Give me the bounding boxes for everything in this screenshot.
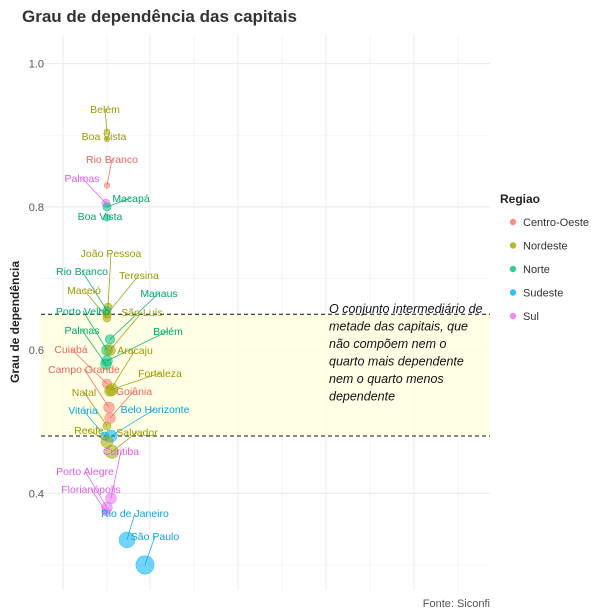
point-label: Boa Vista [82,131,127,143]
legend-label: Centro-Oeste [523,217,589,229]
legend-key [509,218,517,226]
label-connector [109,349,136,392]
point-label: Campo Grande [48,364,120,376]
point-label: Goiânia [116,386,152,398]
point-label: São Paulo [131,531,180,543]
label-connector [84,470,108,508]
annotation-line: quarto mais dependente [329,355,464,369]
label-connector [106,197,132,208]
point-label: Palmas [64,173,99,185]
point-label: Curitiba [103,446,139,458]
label-connector [82,310,108,351]
data-point [135,555,155,575]
label-connector [82,409,106,437]
point-label: Aracaju [117,345,153,357]
point-label: São Luís [121,307,162,319]
point-label: Salvador [116,427,158,439]
legend-title: Regiao [500,192,540,206]
y-tick-label: 0.6 [29,345,44,357]
label-connector [81,270,108,311]
label-connector [144,535,156,566]
label-connector [110,408,156,437]
point-label: Cuiabá [54,344,87,356]
legend-key [509,289,517,296]
band-fill [41,314,490,437]
point-label: João Pessoa [81,248,142,260]
point-label: Porto Alegre [56,466,114,478]
legend-key [509,312,517,320]
label-connector [104,108,108,132]
label-connector [83,391,108,427]
y-axis-title: Grau de dependência [8,261,22,383]
point-label: Belém [153,326,183,338]
point-label: Teresina [119,270,159,282]
label-connector [110,450,122,499]
legend-key [509,242,517,249]
point-label: Macapá [112,193,150,205]
point-label: Florianópolis [61,484,121,496]
label-connector [106,274,140,315]
point-label: Fortaleza [138,368,182,380]
point-label: Rio Branco [86,154,138,166]
chart-title: Grau de dependência das capitais [22,7,297,26]
point-label: Maceió [67,285,101,297]
point-label: Belo Horizonte [121,404,190,416]
data-point [103,135,111,142]
point-label: Natal [72,387,97,399]
point-label: Recife [74,425,104,437]
point-label: Vitória [68,405,98,417]
label-connector [109,390,135,419]
point-label: Manaus [140,288,177,300]
label-connector [109,311,143,351]
annotation-line: nem o quarto menos [329,372,444,386]
annotation-line: não compõem nem o [329,337,446,351]
legend-label: Nordeste [523,241,568,253]
label-connector [106,330,169,362]
point-label: Boa Vista [78,211,123,223]
point-label: Rio Branco [56,266,108,278]
data-point [103,213,111,222]
point-label: Rio de Janeiro [101,508,169,520]
label-connector [88,429,108,443]
label-connector [111,372,161,390]
label-connector [107,252,112,308]
annotation-line: O conjunto intermediário de [329,302,483,316]
y-axis-ticks: 0.4 0.6 0.8 1.0 [29,59,44,501]
caption: Fonte: Siconfi [423,598,490,610]
intermediate-band [41,313,490,437]
label-connector [106,158,113,186]
label-connector [81,329,107,365]
label-connector [83,368,110,408]
label-connector [83,289,108,319]
annotation-line: dependente [329,390,395,404]
legend-label: Norte [523,264,550,276]
y-tick-label: 0.4 [29,488,44,500]
point-label: Belém [90,104,120,116]
y-tick-label: 0.8 [29,202,44,214]
point-labels-layer: Belém Boa Vista Rio Branco Palmas Macapá Boa … [48,104,190,566]
point-label: Porto Velho [56,306,110,318]
label-connector [109,292,160,340]
legend-label: Sudeste [523,288,563,300]
annotation-text: O conjunto intermediário de metade das ca… [329,302,483,404]
y-tick-label: 1.0 [29,59,44,71]
label-connector [70,348,108,385]
legend: Regiao Centro-Oeste Nordeste Norte Sudeste Su… [500,192,589,323]
legend-key [509,265,517,273]
label-connector [90,488,107,513]
point-label: Palmas [64,325,99,337]
label-connector [111,431,138,453]
annotation-line: metade das capitais, que [329,320,468,334]
label-connector [126,512,136,540]
label-connector [81,177,107,204]
legend-label: Sul [523,311,539,323]
